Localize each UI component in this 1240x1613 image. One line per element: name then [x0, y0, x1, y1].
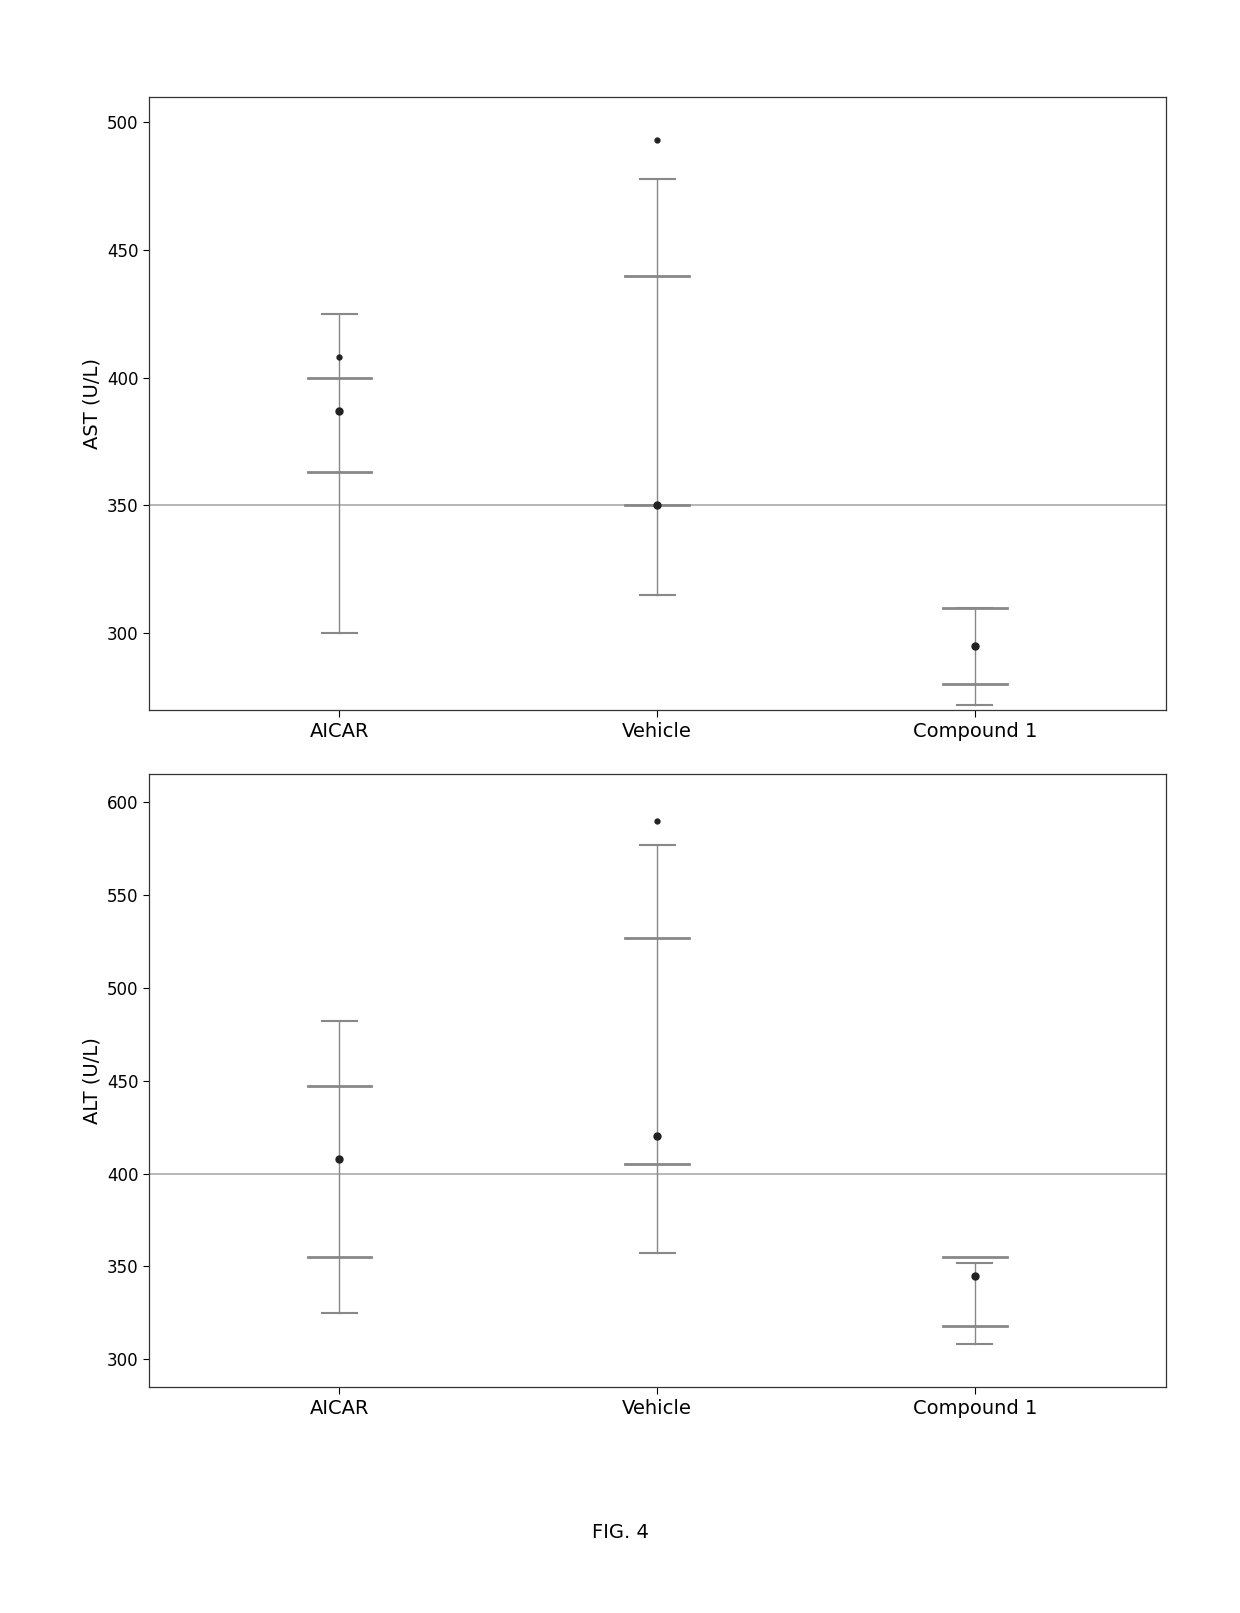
Y-axis label: ALT (U/L): ALT (U/L): [82, 1037, 102, 1124]
Text: FIG. 4: FIG. 4: [591, 1523, 649, 1542]
Y-axis label: AST (U/L): AST (U/L): [82, 358, 102, 448]
